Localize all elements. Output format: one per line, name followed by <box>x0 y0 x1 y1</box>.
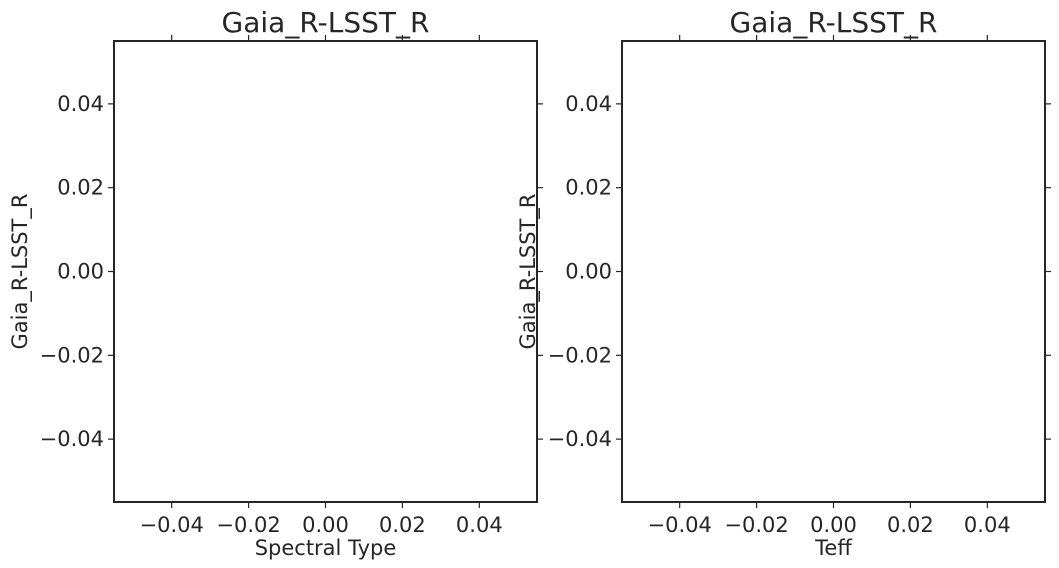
x-axis-label: Spectral Type <box>255 536 397 560</box>
chart-title: Gaia_R-LSST_R <box>222 6 430 39</box>
y-tick-label: 0.02 <box>565 176 612 200</box>
x-tick-label: 0.00 <box>302 513 349 537</box>
x-ticks: −0.04 −0.02 0.00 0.02 0.04 <box>648 35 1011 537</box>
x-tick-label: 0.00 <box>810 513 857 537</box>
y-axis-label: Gaia_R-LSST_R <box>8 194 33 350</box>
chart-panel-spectral-type: Gaia_R-LSST_R Spectral Type Gaia_R-LSST_… <box>8 6 543 560</box>
y-ticks: −0.04 −0.02 0.00 0.02 0.04 <box>40 92 543 451</box>
x-tick-label: −0.04 <box>140 513 204 537</box>
y-axis-label: Gaia_R-LSST_R <box>516 194 541 350</box>
y-ticks: −0.04 −0.02 0.00 0.02 0.04 <box>548 92 1051 451</box>
x-axis-label: Teff <box>814 536 852 560</box>
y-tick-label: −0.02 <box>40 343 104 367</box>
x-tick-label: 0.04 <box>964 513 1011 537</box>
x-ticks: −0.04 −0.02 0.00 0.02 0.04 <box>140 35 503 537</box>
x-tick-label: 0.02 <box>379 513 426 537</box>
plot-area <box>113 40 538 503</box>
chart-title: Gaia_R-LSST_R <box>730 6 938 39</box>
x-tick-label: 0.02 <box>887 513 934 537</box>
x-tick-label: −0.04 <box>648 513 712 537</box>
y-tick-label: 0.00 <box>565 260 612 284</box>
y-tick-label: 0.02 <box>57 176 104 200</box>
plot-area <box>621 40 1046 503</box>
y-tick-label: −0.04 <box>40 427 104 451</box>
chart-panel-teff: Gaia_R-LSST_R Teff Gaia_R-LSST_R −0.04 −0… <box>516 6 1051 560</box>
y-tick-label: 0.04 <box>57 92 104 116</box>
x-tick-label: −0.02 <box>216 513 280 537</box>
y-tick-label: 0.00 <box>57 260 104 284</box>
y-tick-label: 0.04 <box>565 92 612 116</box>
y-tick-label: −0.04 <box>548 427 612 451</box>
y-tick-label: −0.02 <box>548 343 612 367</box>
x-tick-label: −0.02 <box>724 513 788 537</box>
x-tick-label: 0.04 <box>456 513 503 537</box>
